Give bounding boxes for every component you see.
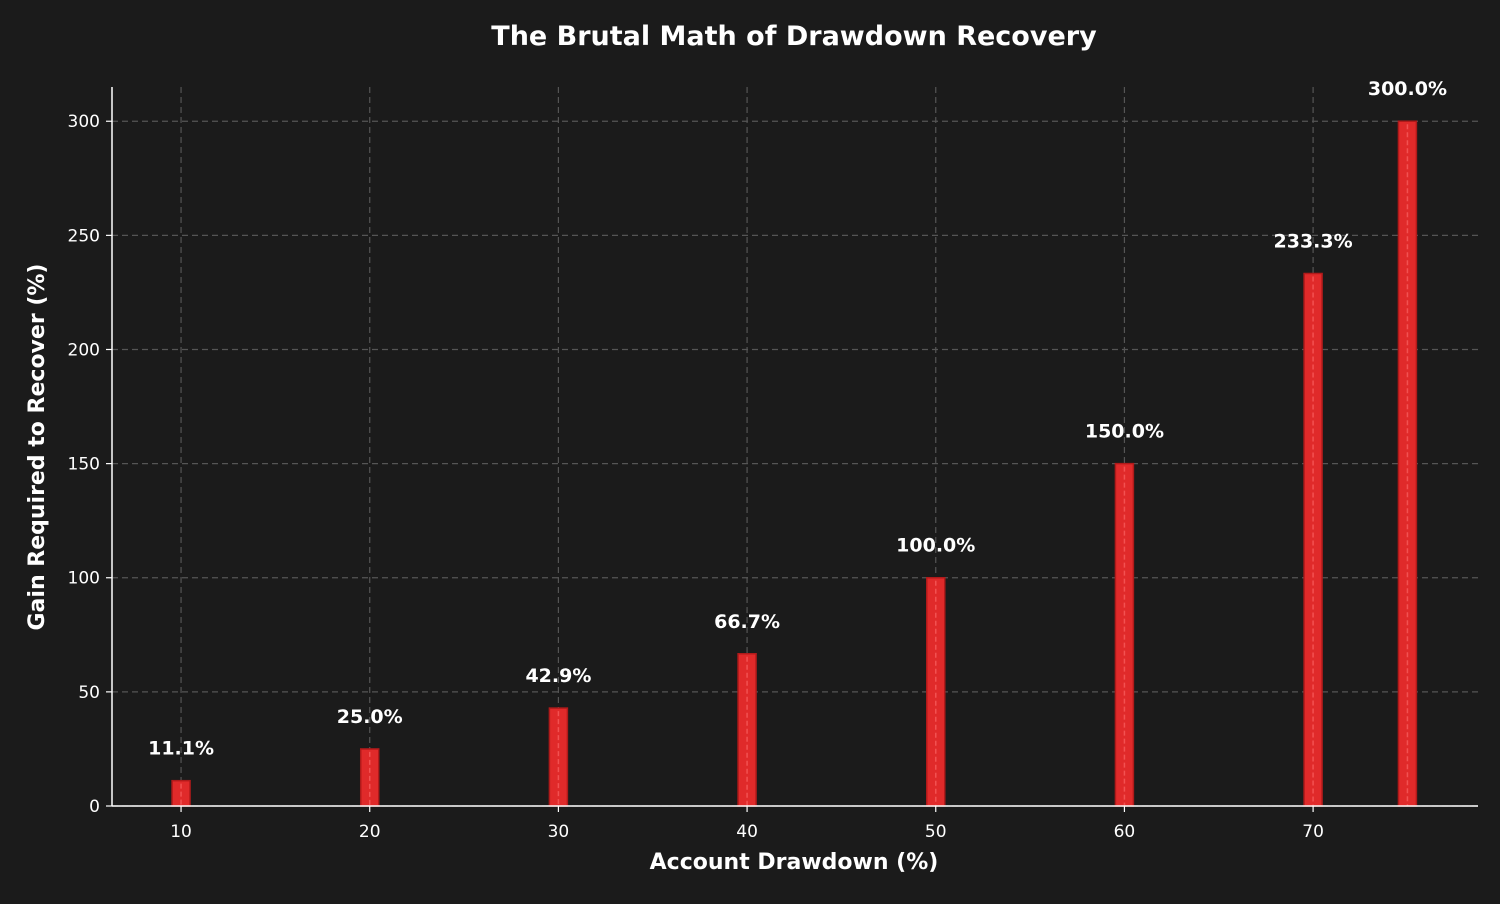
y-tick-label: 300: [68, 112, 100, 132]
x-tick-label: 70: [1302, 822, 1324, 842]
y-tick-label: 50: [78, 683, 100, 703]
grid: [112, 87, 1478, 807]
bar: [926, 576, 946, 807]
x-tick-label: 30: [548, 822, 570, 842]
bars: [171, 120, 1418, 807]
data-label: 300.0%: [1368, 78, 1447, 100]
axes: 10 20 30 40 50 60 70 0 50 100 150 200 250 300: [68, 87, 1478, 842]
x-tick-label: 20: [359, 822, 381, 842]
x-tick-label: 40: [736, 822, 758, 842]
data-label: 100.0%: [896, 535, 975, 557]
data-label: 42.9%: [525, 665, 591, 687]
x-axis-label: Account Drawdown (%): [650, 850, 939, 875]
data-label: 11.1%: [148, 738, 214, 760]
y-tick-label: 100: [68, 569, 100, 589]
y-tick-label: 0: [89, 797, 100, 817]
x-tick-label: 60: [1114, 822, 1136, 842]
data-label: 150.0%: [1085, 421, 1164, 443]
chart-title: The Brutal Math of Drawdown Recovery: [491, 21, 1097, 52]
y-axis-label: Gain Required to Recover (%): [25, 264, 50, 631]
y-tick-label: 250: [68, 226, 100, 246]
y-tick-label: 150: [68, 455, 100, 475]
data-label: 66.7%: [714, 611, 780, 633]
data-labels: 11.1% 25.0% 42.9% 66.7% 100.0% 150.0% 233.3% 30…: [148, 78, 1447, 759]
x-tick-label: 10: [170, 822, 192, 842]
data-label: 233.3%: [1274, 230, 1353, 252]
y-tick-label: 200: [68, 340, 100, 360]
x-tick-label: 50: [925, 822, 947, 842]
data-label: 25.0%: [337, 706, 403, 728]
